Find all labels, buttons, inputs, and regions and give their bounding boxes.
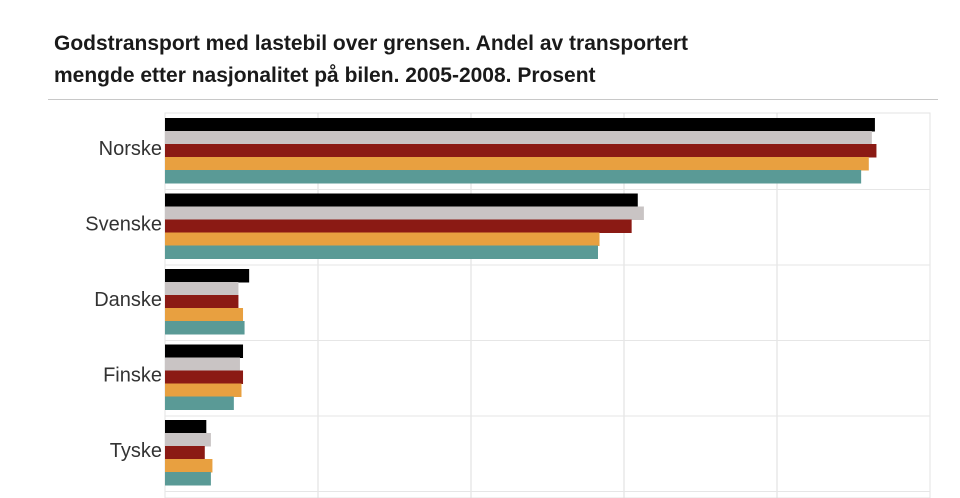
bar-svenske-series-2 [165, 206, 644, 220]
title-divider [48, 99, 938, 100]
category-labels: Norske Svenske Danske Finske Tyske [85, 138, 162, 462]
category-label-norske: Norske [99, 138, 162, 160]
bar-tyske-series-3 [165, 446, 205, 460]
bar-danske-series-1 [165, 269, 250, 283]
bars [165, 118, 877, 486]
bar-danske-series-4 [165, 308, 244, 322]
chart-title: Godstransport med lastebil over grensen.… [54, 28, 934, 92]
category-label-tyske: Tyske [110, 440, 162, 462]
bar-tyske-series-5 [165, 472, 211, 486]
chart-title-line-1: Godstransport med lastebil over grensen.… [54, 32, 689, 55]
bar-svenske-series-5 [165, 245, 598, 259]
bar-tyske-series-1 [165, 420, 207, 434]
bar-finske-series-4 [165, 383, 242, 397]
bar-norske-series-4 [165, 157, 869, 171]
bar-danske-series-3 [165, 295, 239, 309]
bar-norske-series-3 [165, 144, 877, 158]
bar-norske-series-2 [165, 131, 872, 145]
bar-svenske-series-4 [165, 232, 600, 246]
bar-finske-series-2 [165, 357, 240, 371]
bar-norske-series-5 [165, 170, 862, 184]
bar-tyske-series-2 [165, 433, 211, 447]
bar-finske-series-3 [165, 370, 244, 384]
bar-danske-series-2 [165, 282, 239, 296]
category-label-svenske: Svenske [85, 214, 162, 236]
category-label-danske: Danske [94, 289, 162, 311]
bar-tyske-series-4 [165, 459, 213, 473]
bar-norske-series-1 [165, 118, 875, 132]
bar-danske-series-5 [165, 321, 245, 335]
bar-svenske-series-1 [165, 193, 638, 207]
bar-finske-series-1 [165, 344, 244, 358]
chart-title-line-2: mengde etter nasjonalitet på bilen. 2005… [54, 64, 596, 87]
bar-svenske-series-3 [165, 219, 632, 233]
bar-finske-series-5 [165, 396, 234, 410]
category-label-finske: Finske [103, 365, 162, 387]
